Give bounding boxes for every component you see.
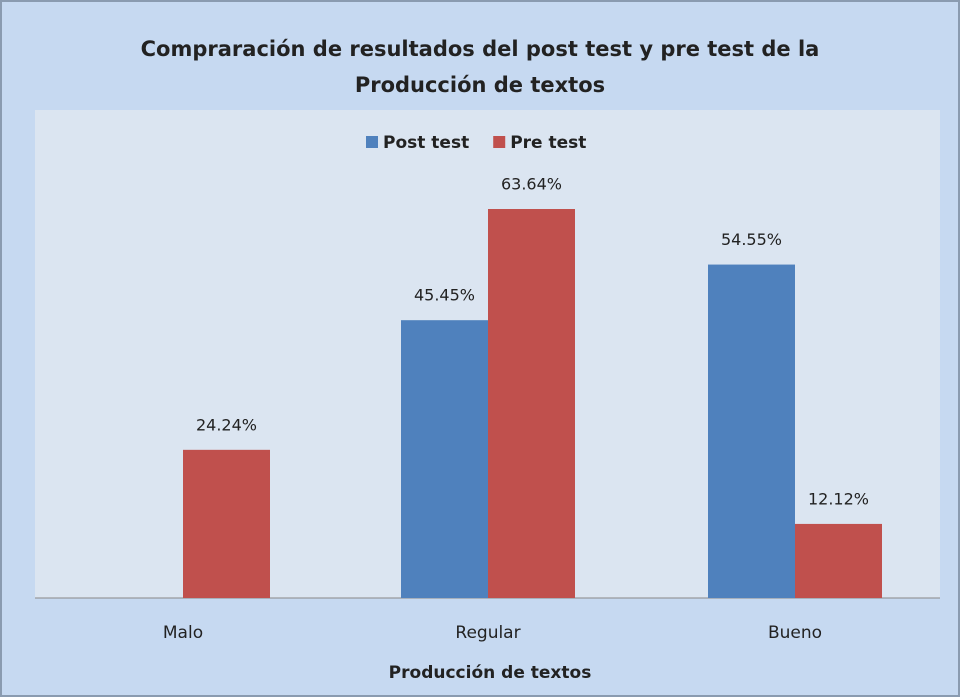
- bar: [488, 209, 575, 599]
- x-tick-label: Malo: [163, 623, 203, 643]
- data-label: 24.24%: [196, 415, 257, 434]
- x-tick-label: Bueno: [768, 623, 822, 643]
- data-label: 12.12%: [808, 489, 869, 508]
- legend-label: Post test: [383, 133, 469, 153]
- legend-label: Pre test: [510, 133, 586, 153]
- x-axis-title: Producción de textos: [389, 663, 592, 683]
- bar: [401, 320, 488, 598]
- data-label: 54.55%: [721, 230, 782, 249]
- data-label: 45.45%: [414, 286, 475, 305]
- chart-title: Compraración de resultados del post test…: [141, 37, 820, 61]
- bar: [183, 449, 270, 598]
- x-tick-label: Regular: [455, 623, 520, 643]
- bar: [795, 523, 882, 598]
- chart-title: Producción de textos: [355, 73, 605, 97]
- legend-swatch: [493, 136, 506, 148]
- bar: [708, 264, 795, 598]
- data-label: 63.64%: [501, 175, 562, 194]
- legend-swatch: [366, 136, 378, 148]
